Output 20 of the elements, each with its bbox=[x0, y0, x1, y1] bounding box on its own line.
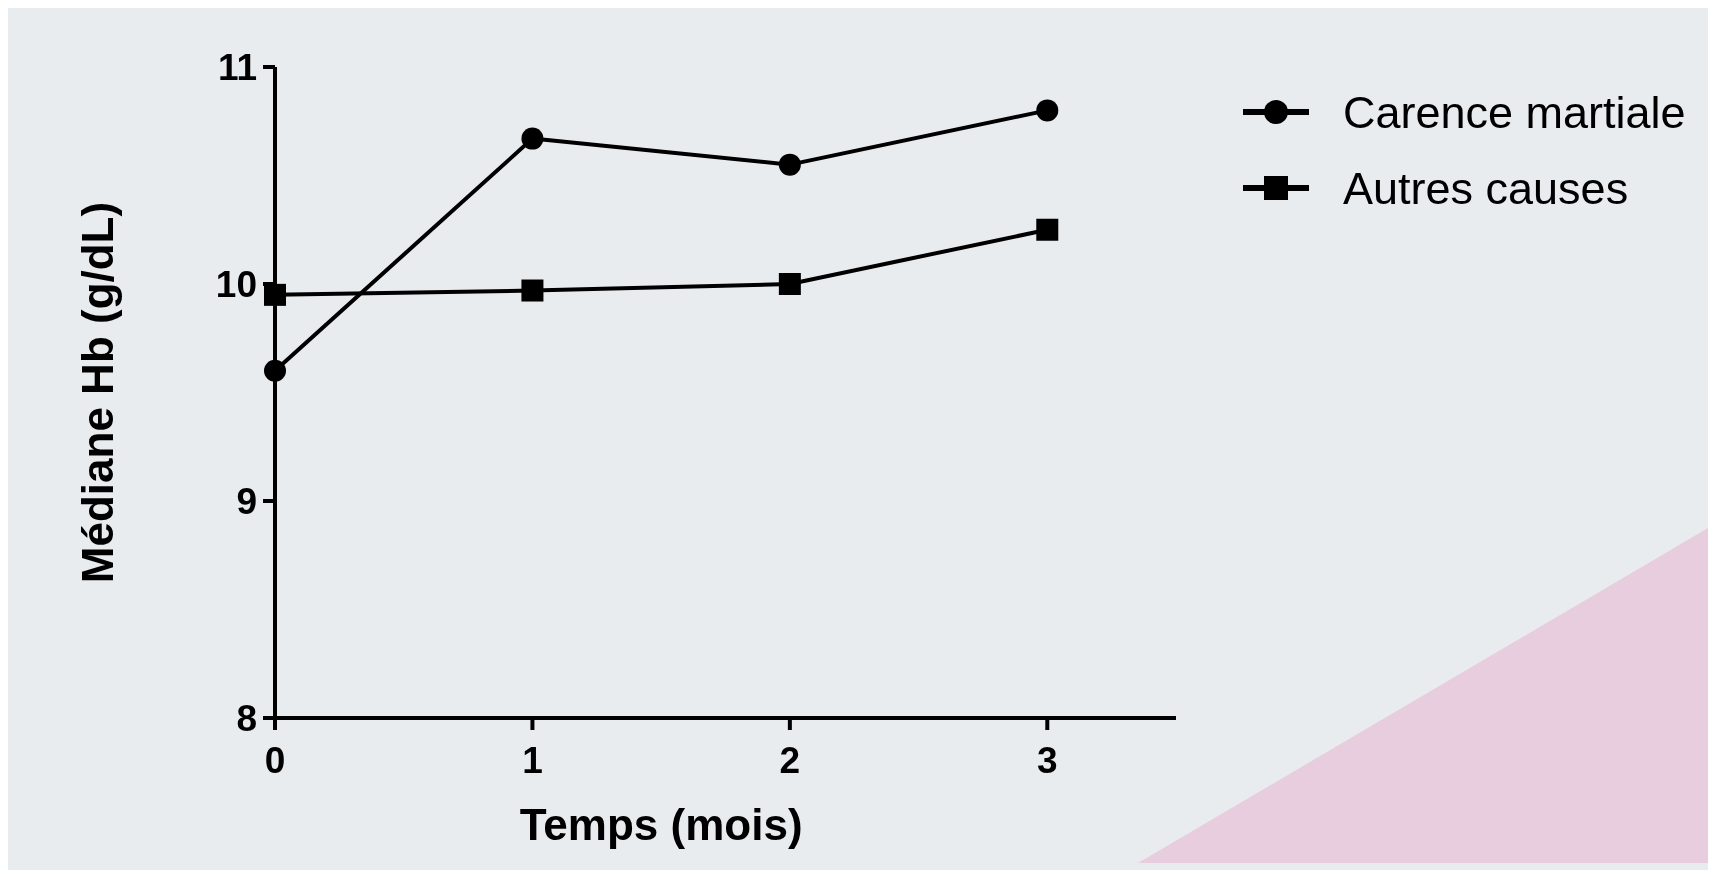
legend-label: Carence martiale bbox=[1343, 86, 1686, 138]
x-tick-label: 0 bbox=[264, 740, 286, 781]
point bbox=[778, 273, 801, 295]
point bbox=[521, 279, 544, 302]
point bbox=[1036, 99, 1059, 122]
y-axis-title: Médiane Hb (g/dL) bbox=[73, 201, 122, 584]
x-tick-label: 2 bbox=[779, 740, 801, 781]
point bbox=[521, 127, 544, 150]
x-tick-label: 3 bbox=[1037, 740, 1058, 781]
legend-label: Autres causes bbox=[1343, 162, 1629, 214]
y-tick-label: 9 bbox=[236, 480, 257, 522]
y-tick-label: 11 bbox=[217, 46, 257, 88]
point bbox=[778, 153, 801, 176]
x-tick-label: 1 bbox=[522, 740, 543, 781]
y-tick-label: 8 bbox=[236, 697, 257, 739]
x-axis-title: Temps (mois) bbox=[519, 800, 803, 849]
y-tick-label: 10 bbox=[215, 263, 257, 305]
point bbox=[1036, 218, 1059, 241]
point bbox=[264, 283, 286, 306]
point bbox=[264, 359, 286, 382]
